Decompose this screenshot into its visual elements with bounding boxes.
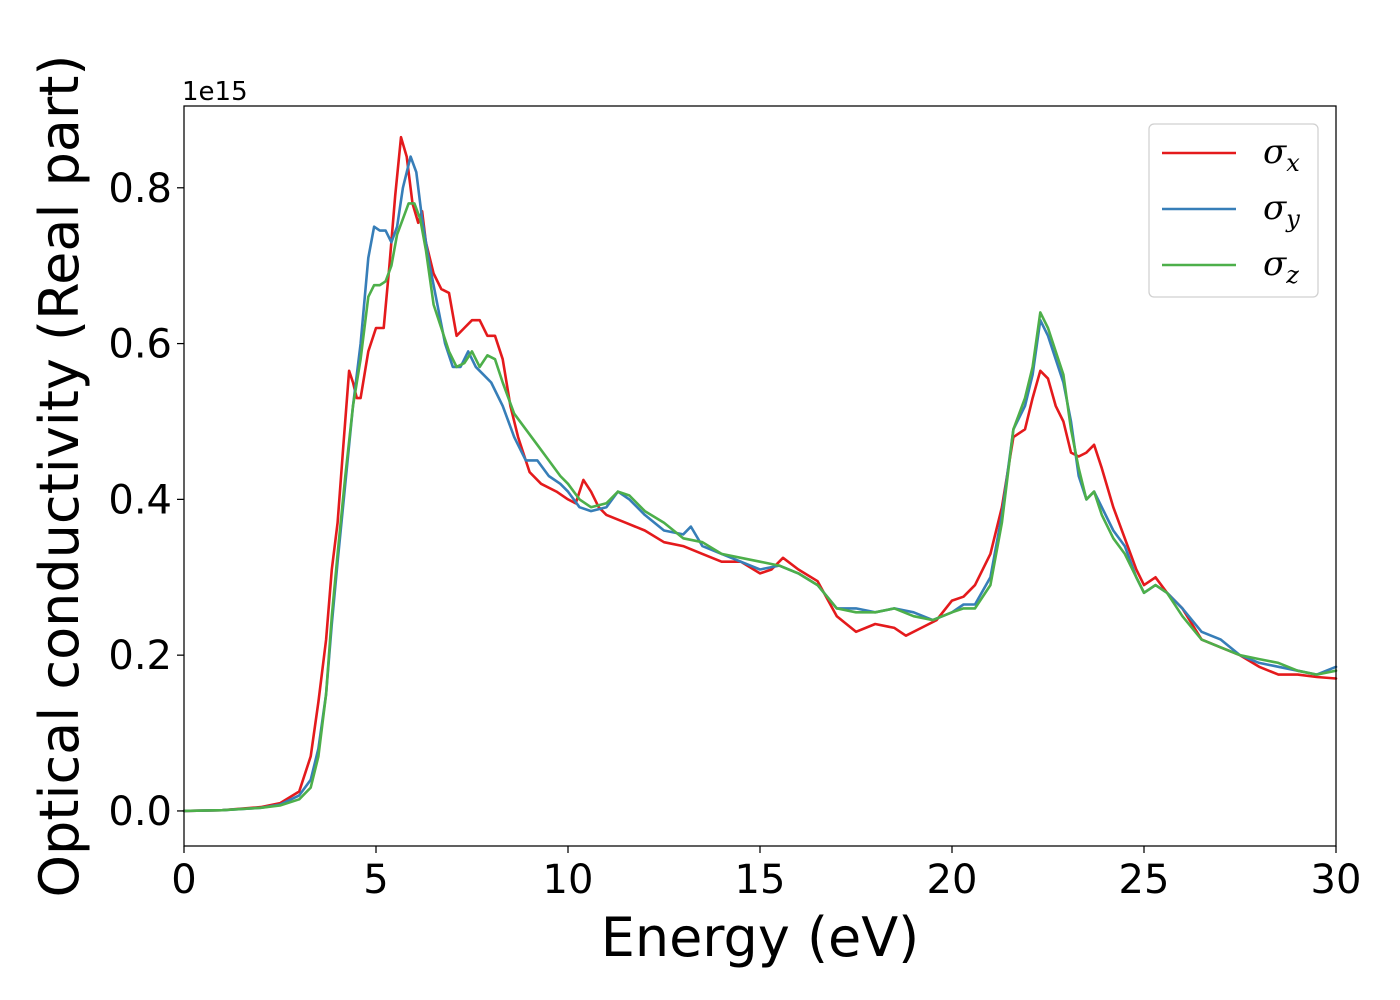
x-tick-label: 10 (543, 857, 594, 903)
ticks-layer: 0 5 10 15 20 25 30 0.0 0.2 0.4 0.6 0.8 (108, 166, 1361, 903)
series-line-sigma-y (182, 155, 1338, 813)
x-tick-label: 20 (927, 857, 978, 903)
y-tick-label: 0.6 (108, 322, 172, 368)
series-line-sigma-x (182, 135, 1338, 813)
x-tick-label: 15 (735, 857, 786, 903)
x-tick-label: 30 (1311, 857, 1362, 903)
y-tick-label: 0.8 (108, 166, 172, 212)
y-tick-label: 0.2 (108, 633, 172, 679)
y-tick-label: 0.0 (108, 789, 172, 835)
y-offset-label: 1e15 (182, 77, 248, 107)
y-tick-label: 0.4 (108, 477, 172, 523)
y-axis-label: Optical conductivity (Real part) (28, 55, 91, 898)
legend-label-sigma-y: σy (1263, 188, 1300, 233)
series-layer (182, 135, 1338, 813)
x-tick-label: 5 (363, 857, 388, 903)
x-tick-label: 25 (1119, 857, 1170, 903)
series-line-sigma-z (182, 202, 1338, 813)
legend-label-sigma-x: σx (1263, 132, 1300, 177)
x-axis-label: Energy (eV) (601, 906, 920, 969)
x-tick-label: 0 (171, 857, 196, 903)
legend-box (1148, 123, 1319, 298)
legend: σx σy σz (1148, 123, 1319, 298)
legend-label-sigma-z: σz (1263, 244, 1299, 289)
